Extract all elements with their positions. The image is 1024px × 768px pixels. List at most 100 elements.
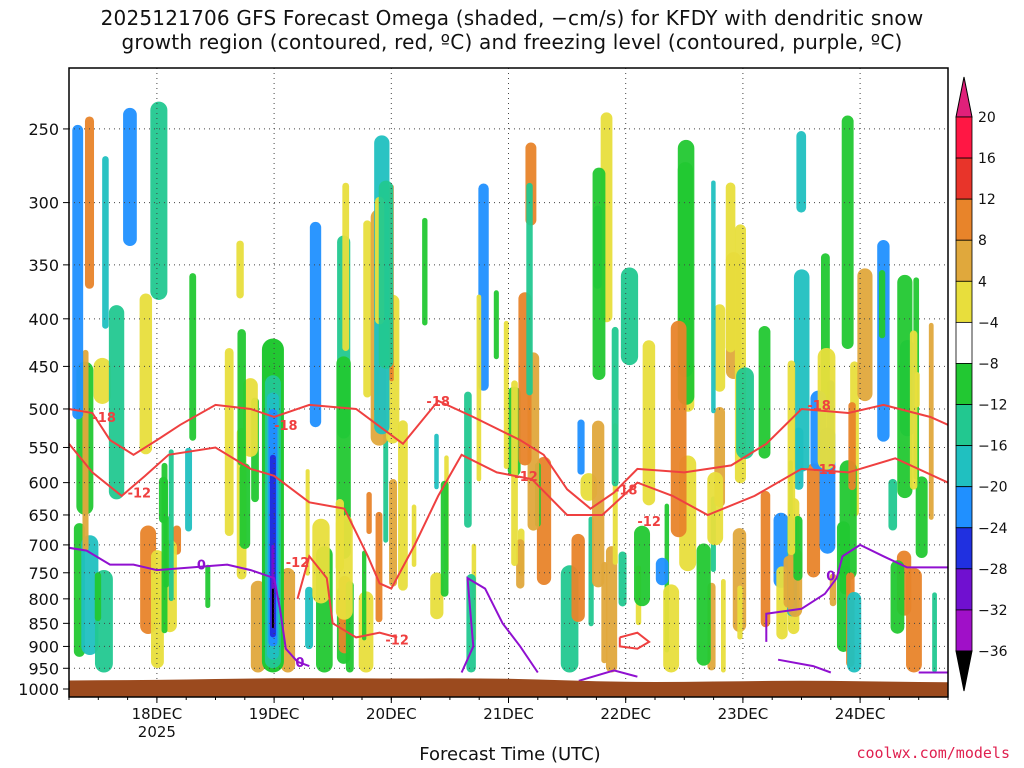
colorbar-band [955,363,973,405]
omega-shade [205,564,211,609]
omega-shade [464,391,472,528]
omega-shade [72,124,84,420]
omega-shade [817,348,836,470]
colorbar-band [955,321,973,364]
omega-shade [516,539,525,589]
omega-shade [305,469,310,576]
colorbar-band [955,609,973,652]
x-tick-sublabel: 2025 [138,723,176,741]
omega-shade [909,330,918,490]
omega-shade [312,518,330,604]
y-tick-label: 650 [28,506,59,525]
y-tick-label: 600 [28,474,59,493]
omega-shade [758,326,771,459]
y-tick-label: 800 [28,590,59,609]
y-tick-label: 550 [28,438,59,457]
y-tick-label: 850 [28,614,59,633]
contour-label: 0 [826,569,835,584]
omega-shade [82,349,89,552]
x-tick-label: 22DEC [600,705,651,723]
omega-shade [150,101,168,300]
contour-minus18 [69,399,948,510]
omega-shade [670,320,687,538]
colorbar-bottom-extend [955,650,973,692]
contour-label: -18 [807,399,831,414]
colorbar-band [955,239,973,282]
omega-shade [897,274,913,499]
omega-shade [224,348,234,537]
contour-label: -12 [637,515,661,530]
contour-zero [69,546,310,668]
omega-shade [363,220,372,398]
omega-shade [714,304,726,392]
omega-shade [305,586,314,650]
omega-shade [642,340,656,506]
contour-label: -12 [514,470,538,485]
y-tick-label: 500 [28,400,59,419]
omega-shade [577,419,585,475]
contour-minus12-cell [618,631,651,650]
omega-shade [108,305,125,500]
colorbar-band [955,280,973,323]
y-tick-label: 250 [28,120,59,139]
omega-shade [707,472,724,546]
omega-shade [102,156,109,329]
colorbar-band [955,568,973,611]
colorbar-label: −4 [978,315,999,331]
colorbar-label: 16 [978,151,996,167]
omega-shade [878,270,886,339]
omega-shade [737,585,743,640]
omega-shade [793,269,810,472]
x-tick-label: 21DEC [483,705,534,723]
omega-shade [335,514,353,620]
x-tick-label: 18DEC [132,705,183,723]
omega-shade [601,561,608,664]
omega-shade [236,240,244,299]
omega-shade [760,490,771,628]
contour-minus12-lower [296,554,398,639]
y-tick-label: 350 [28,256,59,275]
contour-label: -12 [813,463,837,478]
colorbar-label: 8 [978,233,987,249]
colorbar-band [955,157,973,200]
omega-shade [243,378,258,457]
omega-shade [366,491,372,535]
omega-shade [139,293,153,455]
omega-shade [592,167,606,381]
omega-shade [848,402,856,491]
colorbar-label: −8 [978,356,999,372]
colorbar-label: −24 [978,521,1008,537]
colorbar-band [955,527,973,570]
contour-label: 0 [197,559,206,574]
contour-label: -18 [614,483,638,498]
colorbar-band [955,116,973,159]
omega-shade [237,329,246,467]
colorbar-label: −28 [978,562,1008,578]
omega-shade [725,182,736,353]
colorbar-label: 20 [978,110,996,126]
omega-shade [787,360,796,556]
omega-shade [620,267,639,366]
omega-shade [250,580,266,673]
contour-label: -12 [128,487,152,502]
omega-shade [375,511,383,623]
omega-shade [440,480,449,597]
omega-shade [389,479,398,587]
x-tick-label: 23DEC [718,705,769,723]
contour-zero-east [765,543,948,642]
omega-shade [888,478,898,531]
y-tick-label: 450 [28,357,59,376]
omega-shade [93,357,112,404]
omega-shade [239,463,251,549]
colorbar-label: 4 [978,274,987,290]
omega-shade [877,240,890,442]
colorbar-label: −36 [978,644,1008,660]
contour-label: 0 [295,656,304,671]
omega-shade [796,131,807,213]
omega-shade [309,221,322,428]
omega-shade [378,180,394,369]
y-tick-label: 950 [28,659,59,678]
omega-shade [915,476,928,559]
omega-shade [806,463,821,578]
omega-shade [663,584,680,673]
